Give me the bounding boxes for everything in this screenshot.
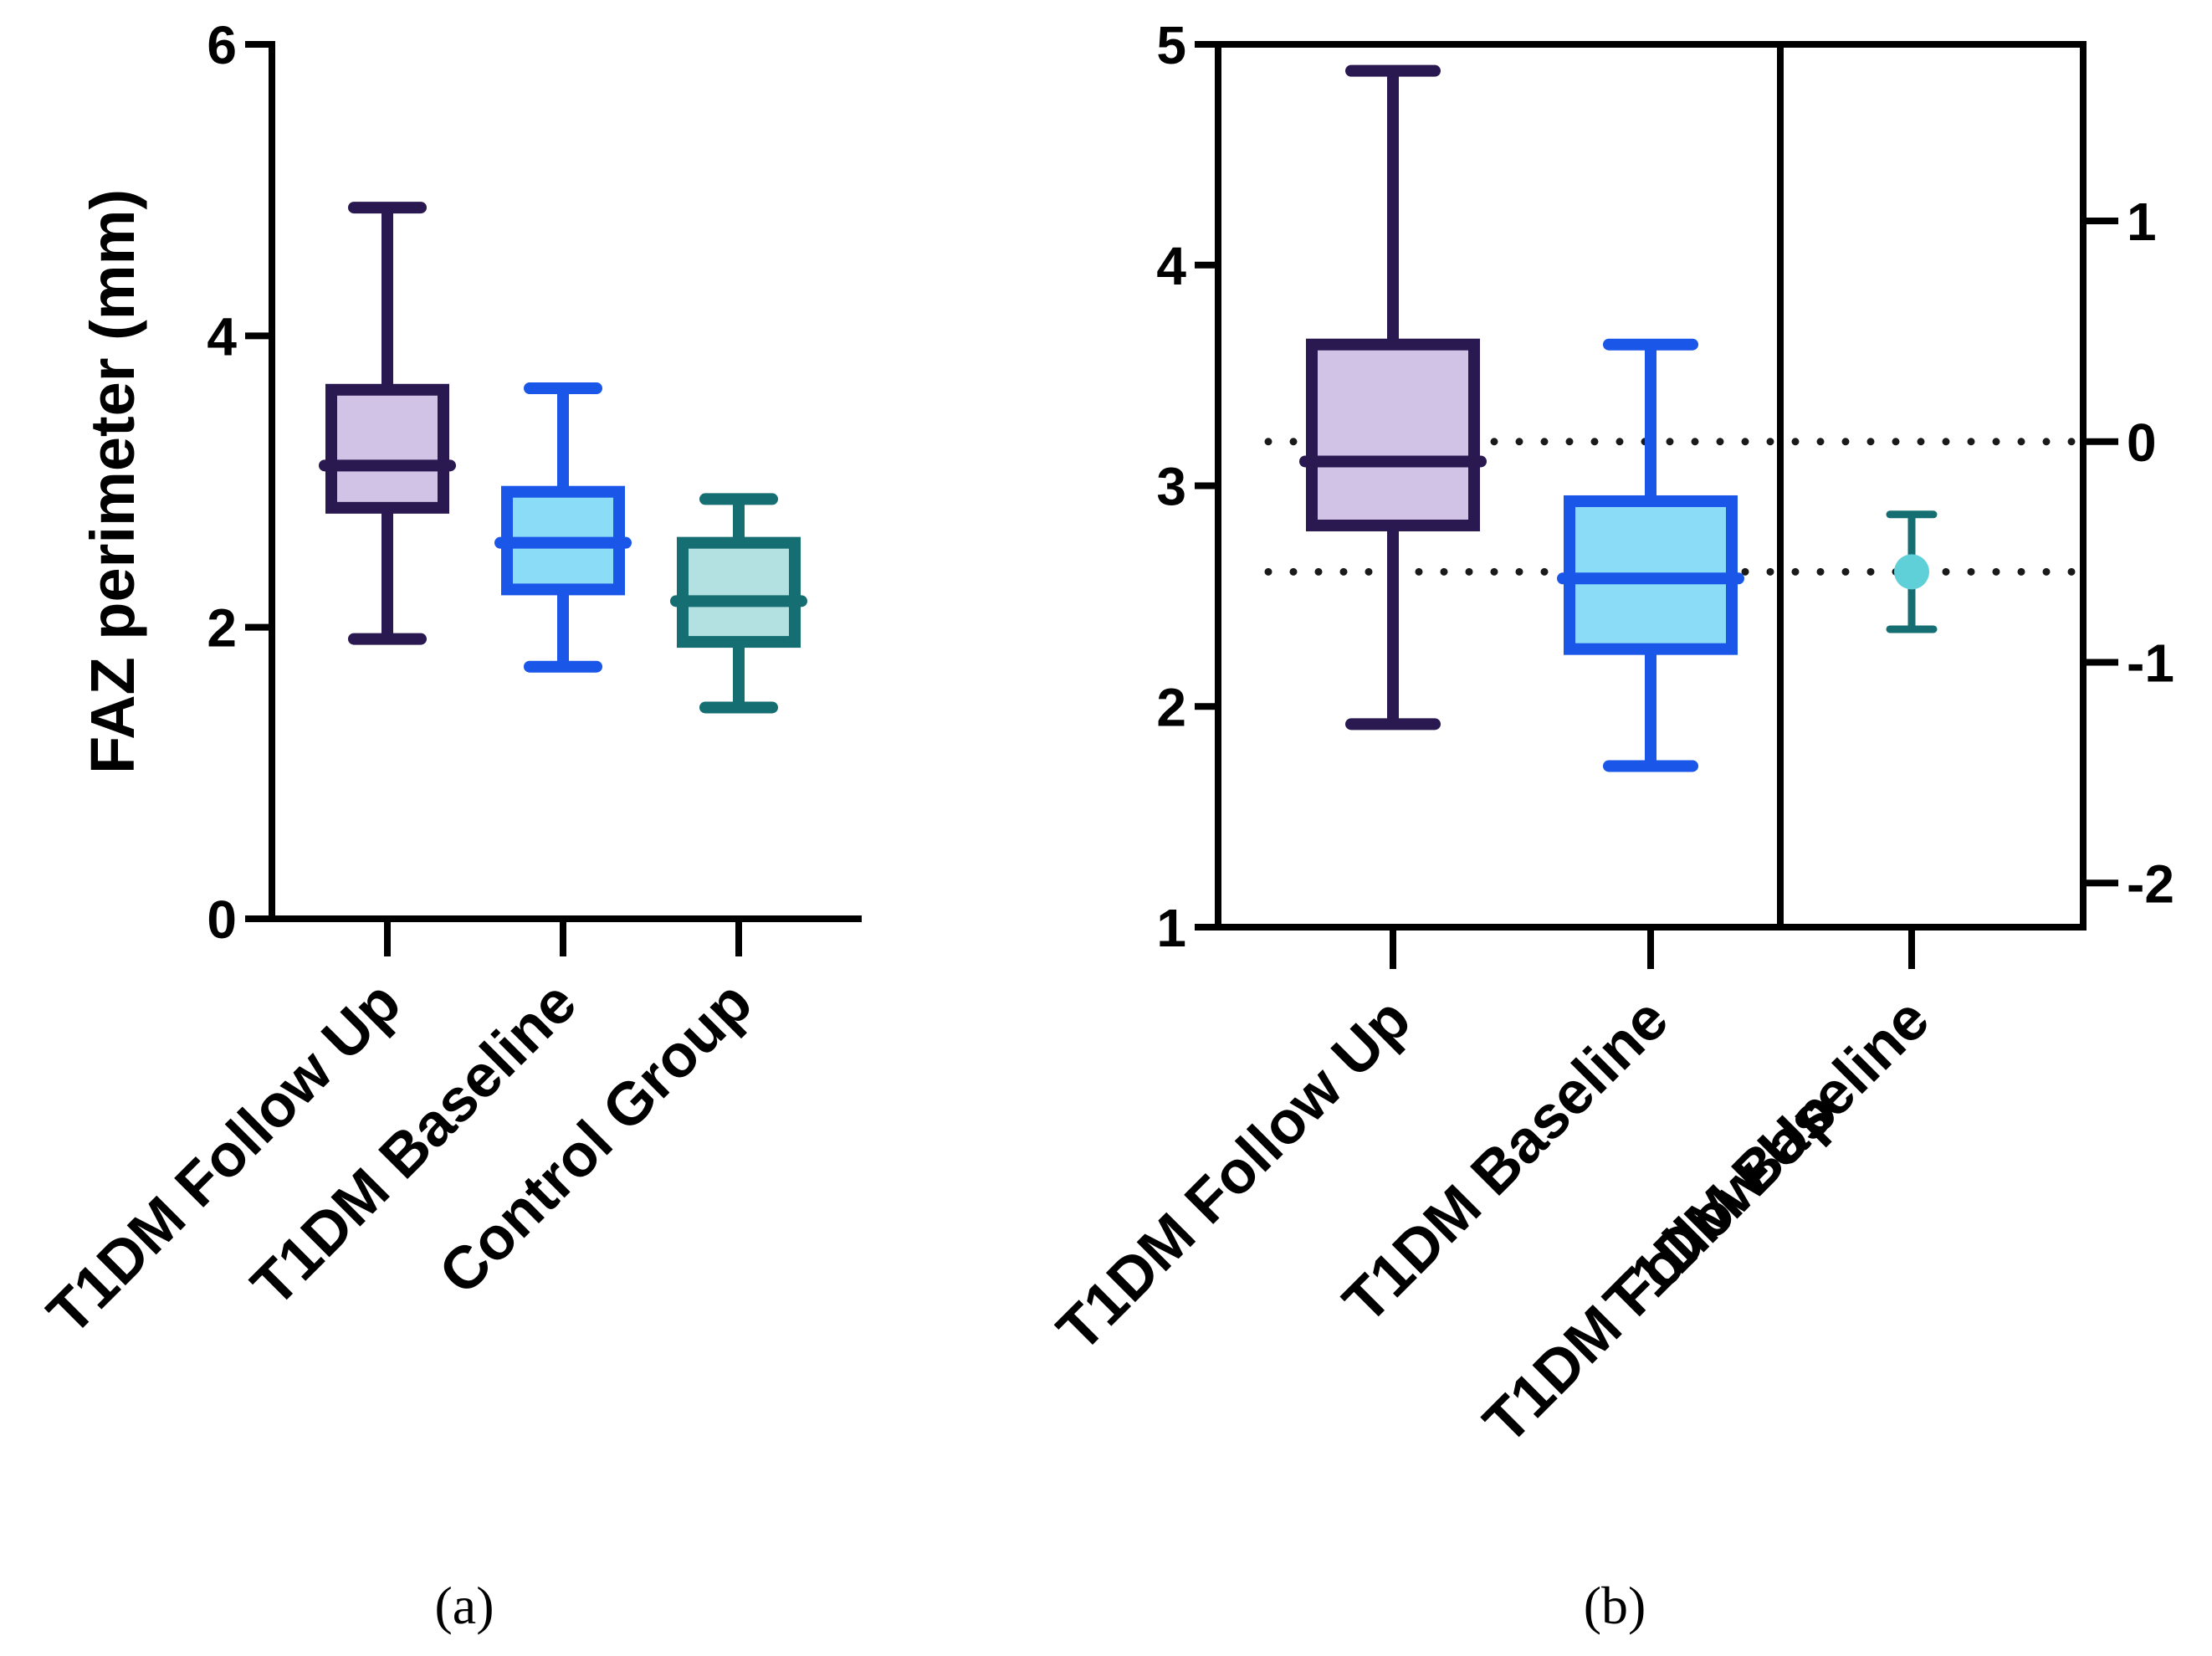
difference-mean-point xyxy=(1894,554,1929,590)
y-axis-title: FAZ perimeter (mm) xyxy=(78,189,147,774)
y-tick-label: 2 xyxy=(207,598,237,659)
y2-tick-label: -2 xyxy=(2127,854,2174,914)
panel-a-label: (a) xyxy=(434,1576,494,1635)
y-tick-label: 4 xyxy=(207,306,237,367)
y2-tick-label: 1 xyxy=(2127,192,2157,252)
y2-tick-label: 0 xyxy=(2127,413,2157,473)
y2-tick-label: -1 xyxy=(2127,633,2174,694)
panel-b-label: (b) xyxy=(1584,1576,1646,1635)
y-tick-label: 2 xyxy=(1156,677,1186,737)
y-tick-label: 4 xyxy=(1156,236,1186,296)
y-tick-label: 1 xyxy=(1156,898,1186,958)
x-category-label: T1DM Baseline xyxy=(239,969,590,1320)
box-iqr xyxy=(325,383,449,514)
box-iqr xyxy=(677,536,801,649)
y-tick-label: 6 xyxy=(207,15,237,75)
x-category-label: Control Group xyxy=(427,969,765,1307)
box-iqr xyxy=(1306,338,1480,531)
y-tick-label: 5 xyxy=(1156,15,1186,75)
y-tick-label: 0 xyxy=(207,890,237,950)
y-tick-label: 3 xyxy=(1156,457,1186,517)
